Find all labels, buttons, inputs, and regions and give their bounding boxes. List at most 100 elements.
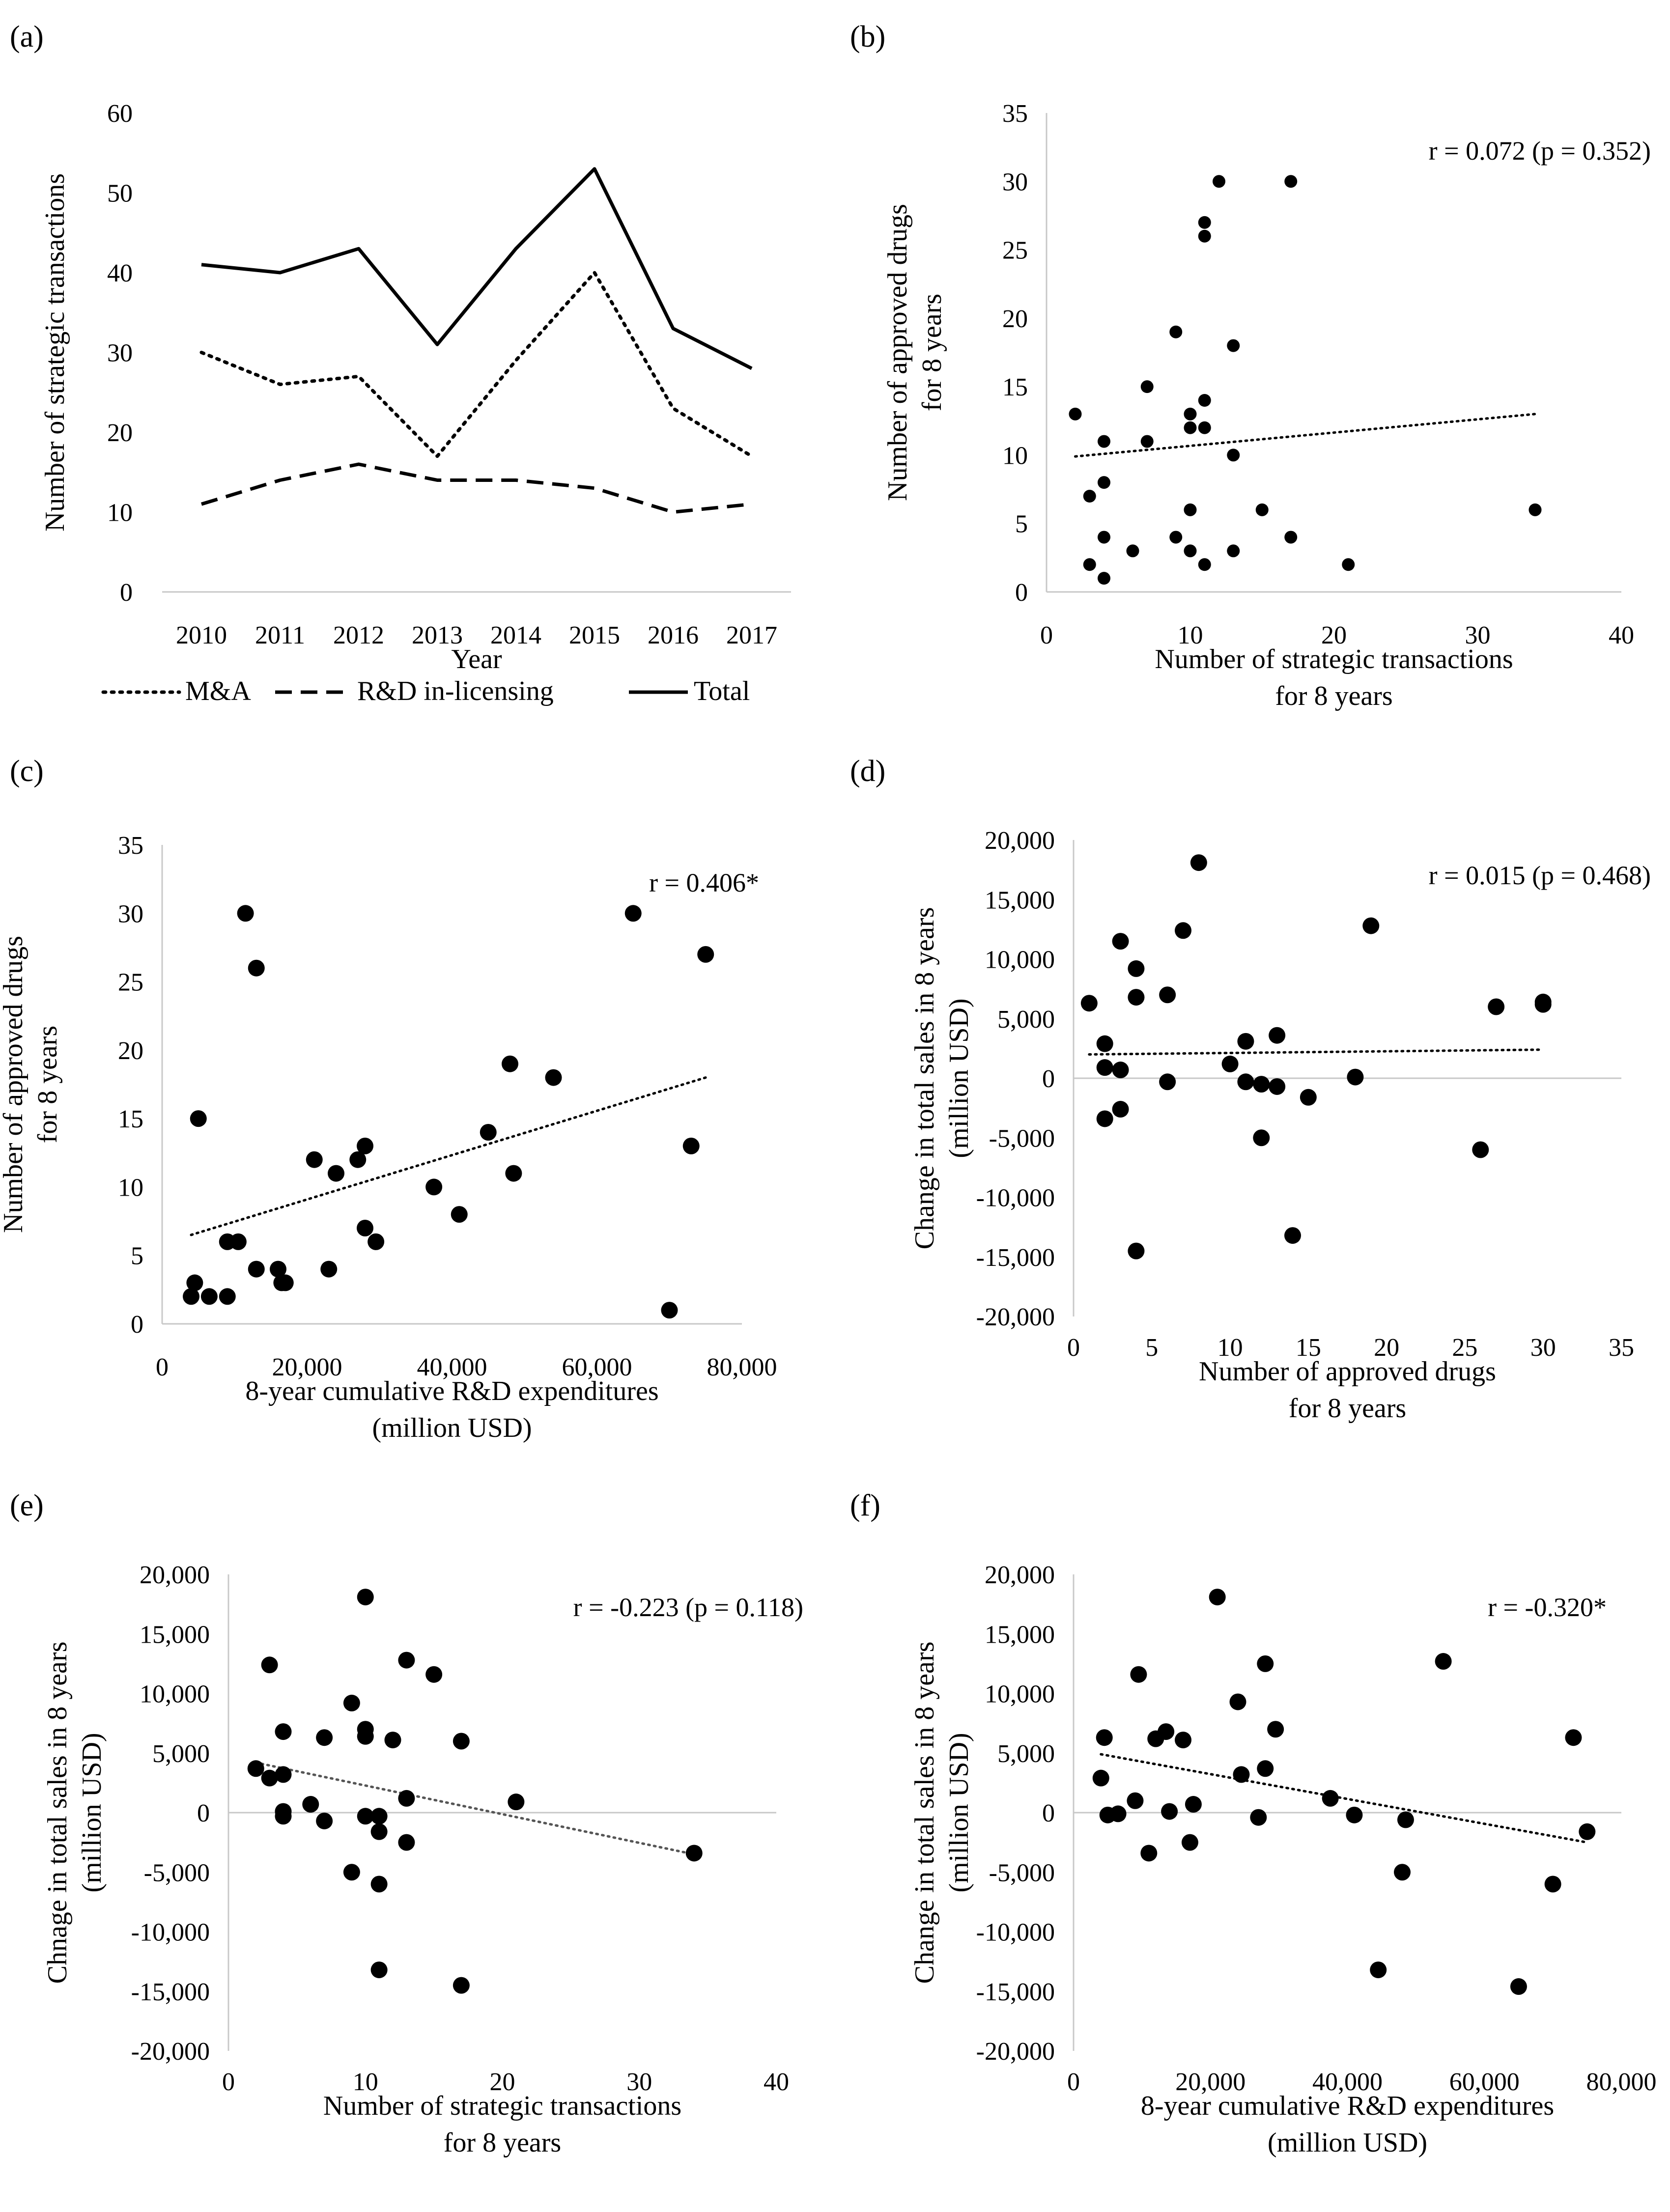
scatter-point — [1233, 1766, 1250, 1783]
scatter-point — [1096, 1729, 1113, 1746]
y-tick-label: 50 — [107, 180, 133, 208]
y-tick-label: 60 — [107, 100, 133, 128]
scatter-point — [453, 1977, 470, 1994]
x-tick-label: 20,000 — [1175, 2068, 1245, 2096]
scatter-point — [343, 1694, 360, 1711]
scatter-point — [1213, 175, 1225, 188]
scatter-point — [1140, 1845, 1158, 1862]
scatter-point — [1269, 1078, 1286, 1095]
scatter-point — [398, 1834, 415, 1851]
x-tick-label: 0 — [156, 1353, 169, 1381]
panel-label-f: (f) — [850, 1489, 880, 1522]
scatter-point — [1175, 922, 1191, 939]
correlation-annotation: r = -0.320* — [1488, 1593, 1607, 1622]
scatter-point — [270, 1260, 286, 1278]
legend-label: Total — [694, 676, 750, 706]
scatter-point — [357, 1220, 373, 1236]
scatter-point — [1096, 1035, 1113, 1052]
panel-label-d: (d) — [850, 755, 885, 788]
y-tick-label: 0 — [1042, 1065, 1055, 1093]
scatter-point — [398, 1652, 415, 1669]
scatter-point — [425, 1178, 443, 1196]
x-tick-label: 80,000 — [1586, 2068, 1657, 2096]
scatter-point — [1098, 531, 1110, 544]
correlation-annotation: r = 0.072 (p = 0.352) — [1429, 136, 1651, 166]
scatter-point — [237, 905, 254, 922]
scatter-point — [368, 1233, 385, 1250]
scatter-point — [1284, 1227, 1301, 1244]
panel-a: (a) 0 10 20 30 40 50 60 2010 2011 2012 2013 2014 2015… — [10, 20, 791, 706]
panel-label-a: (a) — [10, 20, 44, 54]
x-tick-label: 40,000 — [417, 1353, 487, 1381]
y-tick-label: 20 — [107, 419, 133, 447]
scatter-point — [357, 1808, 374, 1825]
scatter-point — [1069, 407, 1082, 420]
scatter-point — [1185, 1796, 1202, 1813]
x-tick-label: 0 — [1067, 2068, 1080, 2096]
y-tick-label: -15,000 — [976, 1978, 1055, 2006]
y-tick-label: 10,000 — [140, 1680, 210, 1708]
y-axis-title: for 8 years — [32, 1026, 63, 1143]
scatter-point — [1083, 490, 1096, 503]
scatter-point — [1342, 558, 1355, 571]
panel-d: (d) -20,000 -15,000 -10,000 -5,000 0 5,000 10,0… — [850, 755, 1651, 1424]
y-tick-label: 40 — [107, 259, 133, 287]
scatter-point — [1198, 421, 1211, 434]
y-tick-label: 5 — [1015, 510, 1028, 538]
scatter-point — [661, 1302, 678, 1319]
scatter-point — [275, 1723, 292, 1740]
scatter-point — [1181, 1834, 1198, 1851]
scatter-point — [1565, 1729, 1582, 1746]
x-tick-label: 0 — [1067, 1334, 1080, 1362]
x-tick-label: 30 — [1530, 1334, 1556, 1362]
y-tick-label: -10,000 — [131, 1919, 210, 1947]
scatter-point — [1159, 1073, 1176, 1091]
y-tick-label: -10,000 — [976, 1184, 1055, 1212]
x-tick-label: 2014 — [490, 621, 541, 649]
scatter-point — [1221, 1055, 1239, 1072]
x-tick-label: 80,000 — [707, 1353, 777, 1381]
scatter-point — [1169, 325, 1183, 338]
x-axis-title: for 8 years — [1289, 1393, 1406, 1424]
y-tick-label: -5,000 — [989, 1124, 1055, 1152]
y-tick-label: 20 — [1002, 305, 1028, 333]
y-axis-title: (million USD) — [944, 1733, 974, 1892]
scatter-point — [1184, 503, 1197, 516]
series-line-r-d-in-licensing — [200, 462, 752, 514]
y-axis-title: Chnage in total sales in 8 years — [42, 1642, 73, 1984]
scatter-point — [370, 1808, 388, 1825]
scatter-point — [1083, 558, 1096, 571]
scatter-point — [1198, 394, 1211, 407]
y-tick-label: 20,000 — [985, 1561, 1055, 1589]
y-tick-label: 15 — [118, 1105, 143, 1133]
scatter-point — [1253, 1129, 1270, 1147]
x-tick-label: 40 — [764, 2068, 789, 2096]
scatter-point — [320, 1260, 338, 1278]
y-tick-label: -15,000 — [131, 1978, 210, 2006]
y-tick-label: -5,000 — [144, 1859, 210, 1887]
scatter-point — [1158, 1723, 1175, 1740]
legend-label: R&D in-licensing — [357, 676, 554, 706]
scatter-point — [697, 946, 714, 963]
y-tick-label: 10 — [1002, 442, 1028, 470]
scatter-point — [261, 1769, 278, 1787]
x-tick-label: 2013 — [412, 621, 463, 649]
y-tick-label: 20,000 — [985, 827, 1055, 855]
scatter-point — [1092, 1769, 1109, 1787]
y-tick-label: 30 — [107, 339, 133, 367]
scatter-point — [1255, 503, 1269, 516]
x-axis-title: (million USD) — [1268, 2128, 1427, 2158]
scatter-point — [1080, 995, 1098, 1012]
x-axis-title: (million USD) — [372, 1413, 532, 1443]
scatter-point — [1579, 1823, 1596, 1840]
x-tick-label: 5 — [1145, 1334, 1158, 1362]
y-axis-title: for 8 years — [917, 294, 947, 411]
scatter-point — [248, 959, 265, 977]
scatter-point — [316, 1812, 333, 1829]
x-tick-label: 15 — [1296, 1334, 1321, 1362]
scatter-point — [1169, 531, 1183, 544]
scatter-point — [425, 1666, 443, 1683]
y-tick-label: 10,000 — [985, 946, 1055, 974]
scatter-point — [1435, 1653, 1452, 1670]
scatter-point — [1257, 1655, 1274, 1672]
